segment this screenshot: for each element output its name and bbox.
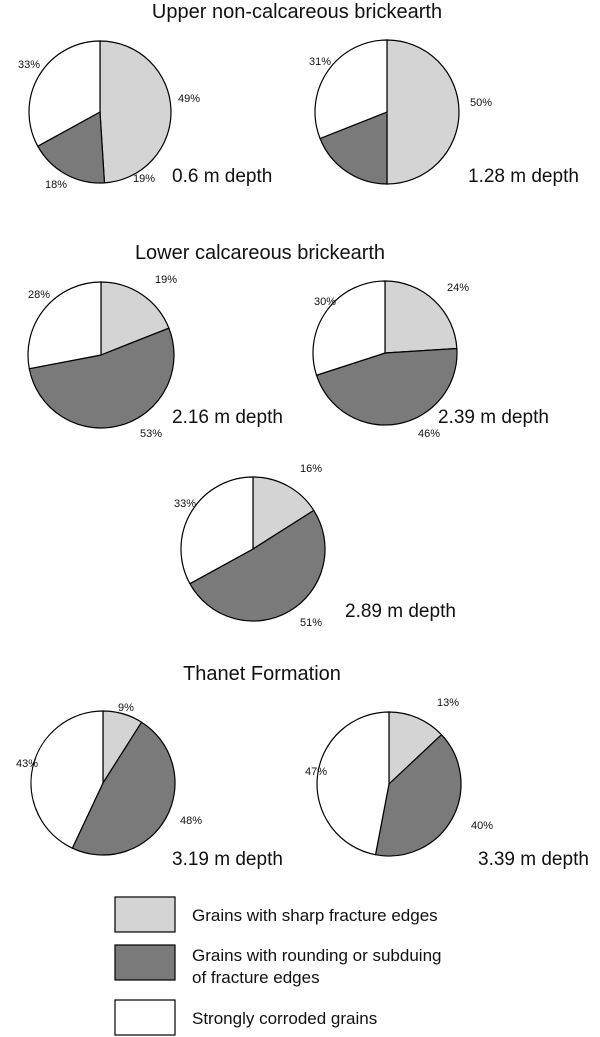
legend-label-rounded-line1: Grains with rounding or subduing (192, 946, 441, 965)
pie-4-slice-rounded-edges (189, 509, 326, 622)
pie-4-label-sharp-edges: 16% (300, 463, 322, 475)
depth-label-0: 0.6 m depth (172, 166, 272, 187)
pie-2-slice-corroded (27, 281, 102, 370)
depth-label-1: 1.28 m depth (468, 166, 579, 187)
pie-2-89m: 16% 51% 33% (174, 463, 326, 629)
pie-2-slice-rounded-edges (28, 327, 175, 429)
pie-4-slice-corroded (180, 476, 254, 585)
pie-2-label-rounded-edges: 53% (140, 428, 162, 440)
pie-6-label-rounded-edges: 40% (471, 820, 493, 832)
pie-1-label-corroded: 31% (309, 56, 331, 68)
depth-label-5: 3.19 m depth (172, 849, 283, 870)
pie-6-slice-sharp-edges (388, 711, 443, 786)
pie-4-slice-sharp-edges (252, 476, 315, 551)
pie-6-slice-rounded-edges (374, 733, 462, 857)
pie-2-label-corroded: 28% (28, 289, 50, 301)
pie-0-label-sharp-edges: 49% (178, 93, 200, 105)
section-title-lower: Lower calcareous brickearth (135, 242, 385, 264)
pie-2-16m: 19% 53% 28% (27, 274, 177, 440)
pie-6-label-sharp-edges: 13% (437, 697, 459, 709)
pie-2-slice-sharp-edges (100, 281, 170, 356)
pie-3-slice-corroded (312, 280, 386, 377)
pie-2-label-sharp-edges: 19% (155, 274, 177, 286)
pie-0-slice-rounded-edges (36, 111, 106, 184)
pie-0-slice-corroded (28, 40, 101, 148)
pie-1-slice-sharp-edges (386, 39, 460, 185)
legend-label-corroded: Strongly corroded grains (192, 1009, 377, 1028)
legend-swatch-rounded (114, 944, 176, 981)
pie-6-label-corroded: 47% (305, 766, 327, 778)
legend: Grains with sharp fracture edges Grains … (114, 896, 441, 1036)
pie-1-label-sharp-edges: 50% (470, 97, 492, 109)
pie-3-slice-rounded-edges (315, 347, 458, 426)
pie-5-slice-corroded (30, 710, 104, 849)
legend-swatch-corroded (114, 999, 176, 1036)
pie-1-slice-rounded-edges (319, 111, 388, 185)
pie-4-label-rounded-edges: 51% (300, 617, 322, 629)
legend-label-sharp: Grains with sharp fracture edges (192, 906, 438, 925)
pie-0-6m: 49% 18% 33% (18, 40, 200, 191)
legend-swatch-sharp (114, 896, 176, 933)
pie-3-label-rounded-edges: 46% (418, 428, 440, 440)
section-title-upper: Upper non-calcareous brickearth (152, 1, 442, 23)
pie-3-label-sharp-edges: 24% (447, 282, 469, 294)
pie-3-39m: 13% 40% 47% (305, 697, 493, 857)
depth-label-2: 2.16 m depth (172, 407, 283, 428)
pie-3-19m: 9% 48% 43% (16, 702, 202, 856)
pie-0-label-rounded-edges: 18% (45, 179, 67, 191)
pie-5-label-corroded: 43% (16, 758, 38, 770)
depth-label-4: 2.89 m depth (345, 601, 456, 622)
pie-0-slice-sharp-edges (99, 40, 172, 184)
pie-5-label-sharp-edges: 9% (118, 702, 134, 714)
pie-1-label-rounded-edges: 19% (133, 173, 155, 185)
section-title-thanet: Thanet Formation (183, 663, 341, 685)
legend-label-rounded-line2: of fracture edges (192, 968, 320, 987)
pie-3-label-corroded: 30% (314, 296, 336, 308)
pie-1-28m: 50% 19% 31% (133, 39, 492, 185)
pie-5-label-rounded-edges: 48% (180, 815, 202, 827)
pie-6-slice-corroded (316, 711, 390, 856)
pie-3-slice-sharp-edges (384, 280, 458, 354)
pie-4-label-corroded: 33% (174, 498, 196, 510)
pie-5-slice-rounded-edges (71, 721, 176, 856)
pie-2-39m: 24% 46% 30% (312, 280, 469, 440)
depth-label-3: 2.39 m depth (438, 407, 549, 428)
pie-1-slice-corroded (314, 39, 388, 140)
depth-label-6: 3.39 m depth (478, 849, 589, 870)
pie-0-label-corroded: 33% (18, 59, 40, 71)
